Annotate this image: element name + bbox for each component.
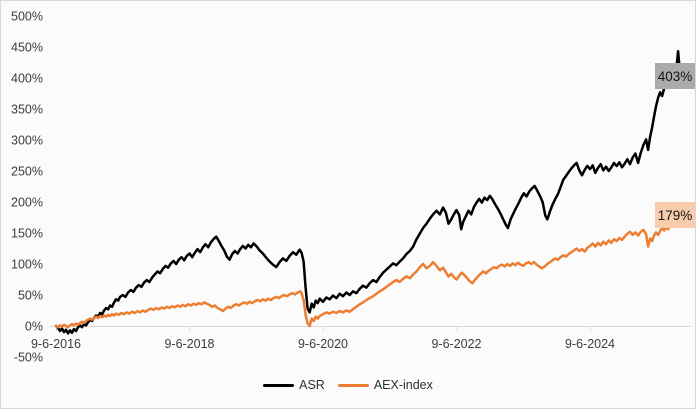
y-tick-label: 250% [11, 165, 43, 179]
asr-end-value-label: 403% [655, 63, 695, 89]
x-tick-label: 9-6-2024 [565, 337, 615, 351]
x-tick-label: 9-6-2022 [431, 337, 481, 351]
y-tick-label: 300% [11, 134, 43, 148]
y-tick-label: 200% [11, 196, 43, 210]
x-tick-label: 9-6-2016 [31, 337, 81, 351]
y-tick-label: -50% [14, 351, 43, 365]
y-tick-label: 100% [11, 258, 43, 272]
y-tick-label: 500% [11, 10, 43, 24]
y-tick-label: 350% [11, 103, 43, 117]
x-tick-label: 9-6-2020 [298, 337, 348, 351]
series-line-aex-index [54, 213, 683, 329]
y-tick-label: 150% [11, 227, 43, 241]
y-tick-label: 0% [25, 320, 43, 334]
asr-line-swatch-icon [263, 383, 295, 387]
y-tick-label: 450% [11, 41, 43, 55]
legend-label-aex: AEX-index [373, 378, 433, 392]
legend-item-asr: ASR [263, 378, 325, 392]
y-tick-label: 50% [18, 289, 43, 303]
legend-label-asr: ASR [299, 378, 325, 392]
aex-line-swatch-icon [337, 383, 369, 387]
series-line-asr [54, 50, 683, 335]
x-tick-label: 9-6-2018 [164, 337, 214, 351]
aex-end-value-label: 179% [655, 202, 695, 228]
legend: ASR AEX-index [1, 378, 695, 392]
legend-item-aex: AEX-index [337, 378, 433, 392]
y-tick-label: 400% [11, 72, 43, 86]
